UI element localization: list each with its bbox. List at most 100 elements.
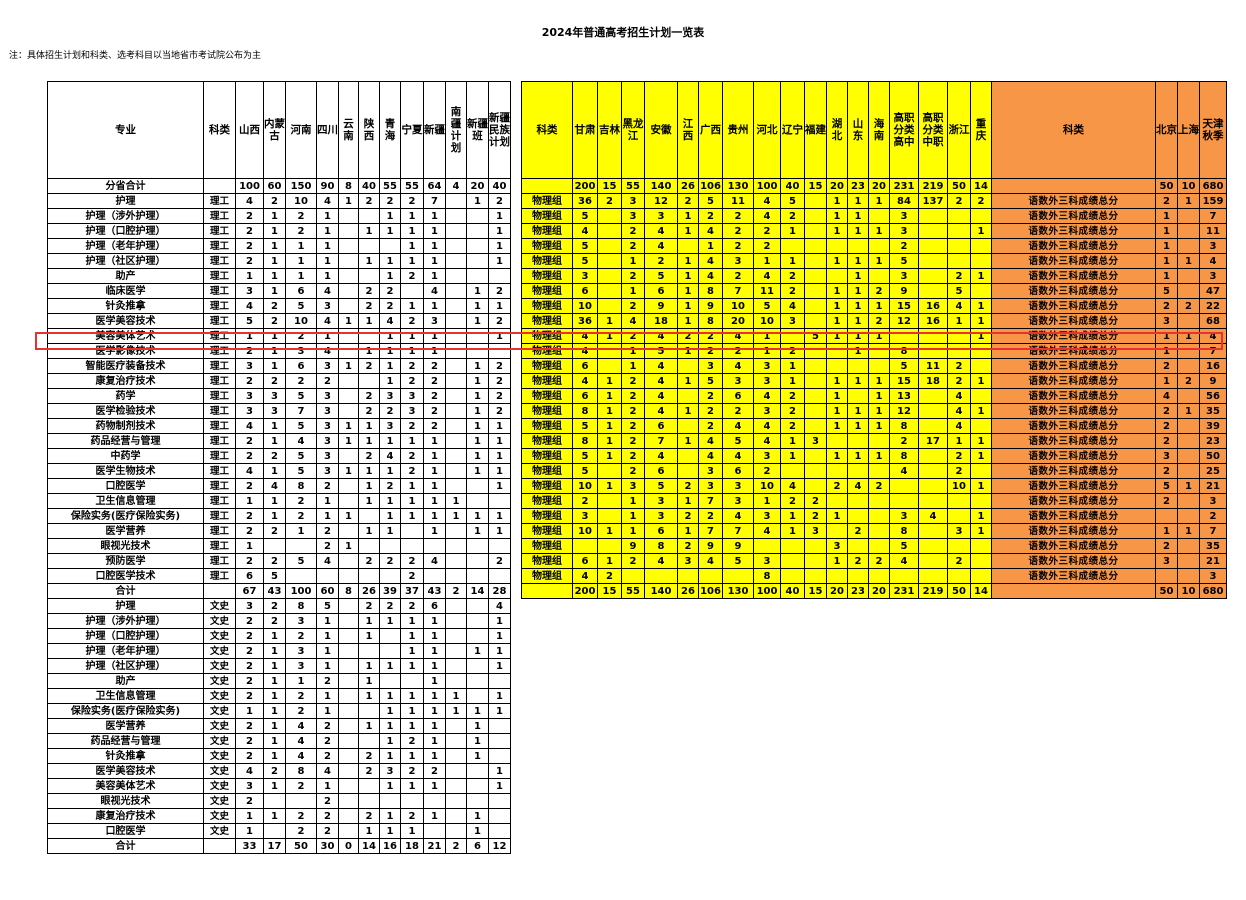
table-cell: 2 [316,823,339,839]
table-cell: 2 [947,553,971,569]
table-cell: 2 [235,718,264,734]
table-cell: 1 [466,463,489,479]
table-row: 语数外三科成绩总分 5 1 21 [991,478,1227,494]
table-cell: 100 [753,178,781,194]
left_table-header-cell: 新疆班 [466,81,489,179]
table-cell [597,208,622,224]
table-cell: 1 [379,613,401,629]
table-cell [1155,508,1178,524]
mid_table-header-cell: 甘肃 [572,81,598,179]
table-cell: 5 [889,358,919,374]
mid_table-header-cell: 科类 [521,81,573,179]
left_table-header-cell: 陕西 [358,81,380,179]
table-cell [621,568,645,584]
table-cell: 1 [358,823,380,839]
table-cell [1177,568,1200,584]
table-cell: 理工 [203,508,236,524]
table-cell: 1 [868,298,890,314]
table-row: 物理组 4 1 5 1 2 2 1 2 1 8 [521,343,992,359]
table-cell: 10 [947,478,971,494]
table-cell: 康复治疗技术 [47,808,204,824]
table-cell [445,613,467,629]
table-cell [826,238,848,254]
table-cell: 2 [285,823,317,839]
table-cell: 40 [358,178,380,194]
table-cell [826,568,848,584]
table-cell: 语数外三科成绩总分 [991,403,1156,419]
table-cell: 1 [285,268,317,284]
table-cell [466,223,489,239]
table-cell [868,508,890,524]
table-row: 美容美体艺术 文史 3 1 2 1 1 1 1 1 [47,778,511,794]
table-cell: 1 [379,508,401,524]
table-row: 针灸推拿 文史 2 1 4 2 2 1 1 1 1 [47,748,511,764]
table-cell: 3 [722,253,754,269]
table-cell: 分省合计 [47,178,204,194]
table-cell: 4 [889,553,919,569]
table-cell [338,553,359,569]
table-cell: 2 [1155,358,1178,374]
table-cell: 语数外三科成绩总分 [991,253,1156,269]
table-cell: 1 [263,733,286,749]
table-cell: 2 [698,508,723,524]
table-cell: 理工 [203,298,236,314]
table-cell [947,238,971,254]
left_table-header-cell: 新疆 [423,81,446,179]
table-cell: 12 [644,193,678,209]
table-cell: 231 [889,178,919,194]
table-cell: 1 [263,628,286,644]
table-cell: 理工 [203,373,236,389]
table-cell [804,298,827,314]
table-cell: 文史 [203,733,236,749]
mid_table-header-cell: 山东 [847,81,869,179]
table-cell: 2 [445,583,467,599]
table-cell [379,673,401,689]
table-cell: 1 [826,208,848,224]
table-cell: 文史 [203,628,236,644]
table-row: 医学生物技术 理工 4 1 5 3 1 1 1 2 1 1 1 [47,463,511,479]
table-cell: 2 [597,568,622,584]
table-cell: 物理组 [521,433,573,449]
table-cell: 1 [316,238,339,254]
table-cell [379,793,401,809]
table-cell: 43 [263,583,286,599]
mid_table-header-cell: 浙江 [947,81,971,179]
table-cell: 2 [889,433,919,449]
table-cell: 2 [621,418,645,434]
table-cell: 文史 [203,703,236,719]
table-cell: 1 [263,778,286,794]
table-cell [804,418,827,434]
table-row: 物理组 4 1 2 4 1 5 3 3 1 1 1 1 15 18 2 1 [521,373,992,389]
table-cell: 1 [970,403,992,419]
table-cell: 3 [379,418,401,434]
table-cell: 1 [826,298,848,314]
table-cell [338,658,359,674]
table-cell: 2 [698,388,723,404]
table-cell: 4 [285,433,317,449]
table-cell: 7 [722,283,754,299]
table-cell: 2 [316,793,339,809]
table-cell: 理工 [203,343,236,359]
table-cell: 1 [868,373,890,389]
table-cell: 1 [379,328,401,344]
table-cell: 3 [644,208,678,224]
table-cell: 1 [423,673,446,689]
table-cell [804,553,827,569]
table-cell: 1 [423,628,446,644]
table-cell: 护理（涉外护理） [47,208,204,224]
table-cell: 1 [597,328,622,344]
table-cell: 1 [423,508,446,524]
table-cell: 3 [379,388,401,404]
table-cell: 6 [722,463,754,479]
table-row: 眼视光技术 理工 1 2 1 [47,538,511,554]
table-cell [780,463,805,479]
table-cell: 物理组 [521,463,573,479]
table-cell [889,328,919,344]
table-cell: 8 [644,538,678,554]
table-cell: 4 [644,358,678,374]
table-cell: 1 [263,508,286,524]
table-cell: 1 [826,283,848,299]
table-cell: 84 [889,193,919,209]
table-cell [918,523,948,539]
table-cell [338,733,359,749]
